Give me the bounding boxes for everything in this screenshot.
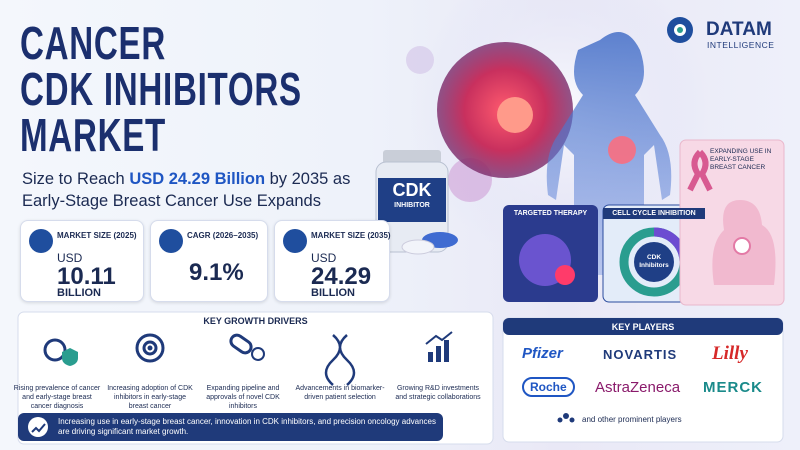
player-logo: AstraZeneca: [595, 379, 681, 396]
subtitle-highlight: USD 24.29 Billion: [129, 170, 266, 188]
stat-prefix: USD: [57, 251, 83, 265]
stat-value: 9.1%: [189, 259, 244, 286]
driver-text: Expanding pipeline and approvals of nove…: [206, 385, 280, 410]
section-title: KEY GROWTH DRIVERS: [203, 316, 308, 326]
stat-label: MARKET SIZE (2025): [57, 231, 137, 240]
banner-text: Increasing use in early-stage breast can…: [58, 417, 436, 436]
bottle-label: CDK: [392, 180, 432, 200]
stat-label: CAGR (2026–2035): [187, 231, 259, 240]
subtitle-text: by 2035 as Early-Stage Breast Cancer Use…: [22, 170, 351, 210]
player-logo: NOVARTIS: [603, 347, 678, 362]
driver-text: Rising prevalence of cancer and early-st…: [13, 385, 101, 410]
stat-value: 10.11: [57, 263, 116, 290]
stat-card: MARKET SIZE (2035) USD 24.29 BILLION: [274, 220, 391, 302]
panel-label: EXPANDING USE IN EARLY-STAGE BREAST CANC…: [710, 148, 772, 171]
driver-text: Advancements in biomarker-driven patient…: [295, 385, 385, 401]
section-title: KEY PLAYERS: [611, 322, 675, 332]
stat-icon: [159, 229, 183, 253]
driver-text: Increasing adoption of CDK inhibitors in…: [107, 385, 193, 410]
stat-prefix: USD: [311, 251, 337, 265]
brand-tagline: INTELLIGENCE: [707, 40, 775, 50]
bottle-sublabel: INHIBITOR: [394, 202, 430, 209]
title-line: MARKET: [20, 109, 166, 161]
subtitle: Size to Reach USD 24.29 Billion by 2035 …: [22, 168, 382, 212]
player-logo: Pfizer: [522, 345, 563, 362]
stat-icon: [29, 229, 53, 253]
stat-unit: BILLION: [311, 287, 355, 299]
player-logo: Roche: [522, 377, 575, 397]
stat-card: MARKET SIZE (2025) USD 10.11 BILLION: [20, 220, 144, 302]
stat-label: MARKET SIZE (2035): [311, 231, 391, 240]
stat-unit: BILLION: [57, 287, 101, 299]
cycle-center: CDK Inhibitors: [639, 254, 669, 269]
driver-text: Growing R&D investments and strategic co…: [395, 385, 481, 401]
stat-value: 24.29: [311, 263, 372, 290]
stat-card: CAGR (2026–2035) 9.1%: [150, 220, 268, 302]
title-line: CDK INHIBITORS: [20, 63, 302, 115]
title-line: CANCER: [20, 17, 167, 69]
brand-name: DATAM: [706, 19, 772, 40]
subtitle-text: Size to Reach: [22, 170, 130, 188]
panel-label: CELL CYCLE INHIBITION: [603, 208, 705, 219]
player-logo: MERCK: [703, 379, 763, 396]
players-footer: and other prominent players: [582, 415, 682, 424]
player-logo: Lilly: [712, 343, 748, 364]
panel-label: TARGETED THERAPY: [513, 210, 588, 217]
stat-icon: [283, 229, 307, 253]
